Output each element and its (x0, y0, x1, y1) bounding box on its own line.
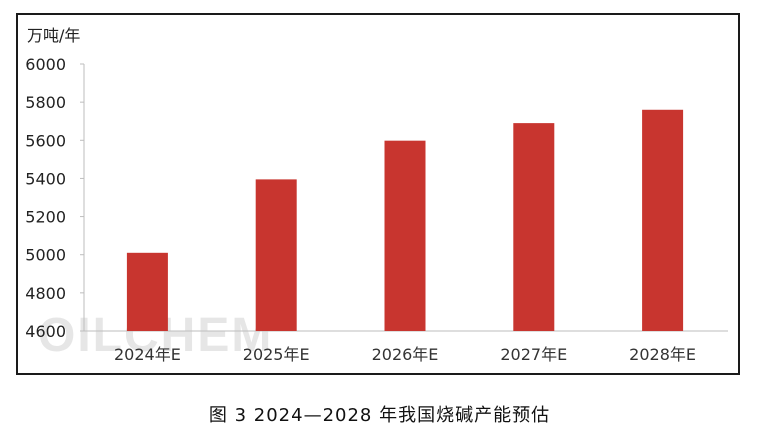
bar-2 (255, 179, 297, 331)
bar-3 (384, 140, 426, 331)
y-tick-label: 6000 (25, 55, 66, 74)
figure-caption: 图 3 2024—2028 年我国烧碱产能预估 (208, 405, 551, 426)
y-tick-label: 5000 (25, 246, 66, 265)
bar-5 (642, 109, 684, 332)
x-tick-label: 2026年E (372, 345, 439, 364)
y-tick-label: 5600 (25, 131, 66, 150)
bar-4 (513, 123, 555, 331)
y-axis-unit-label: 万吨/年 (27, 26, 81, 45)
y-tick-label: 5400 (25, 169, 66, 188)
y-tick-label: 5200 (25, 208, 66, 227)
x-tick-label: 2025年E (243, 345, 310, 364)
x-tick-label: 2024年E (114, 345, 181, 364)
y-tick-label: 4800 (25, 284, 66, 303)
x-tick-label: 2027年E (500, 345, 567, 364)
bar-1 (126, 252, 168, 331)
x-tick-label: 2028年E (629, 345, 696, 364)
y-tick-label: 4600 (25, 322, 66, 341)
y-tick-label: 5800 (25, 93, 66, 112)
